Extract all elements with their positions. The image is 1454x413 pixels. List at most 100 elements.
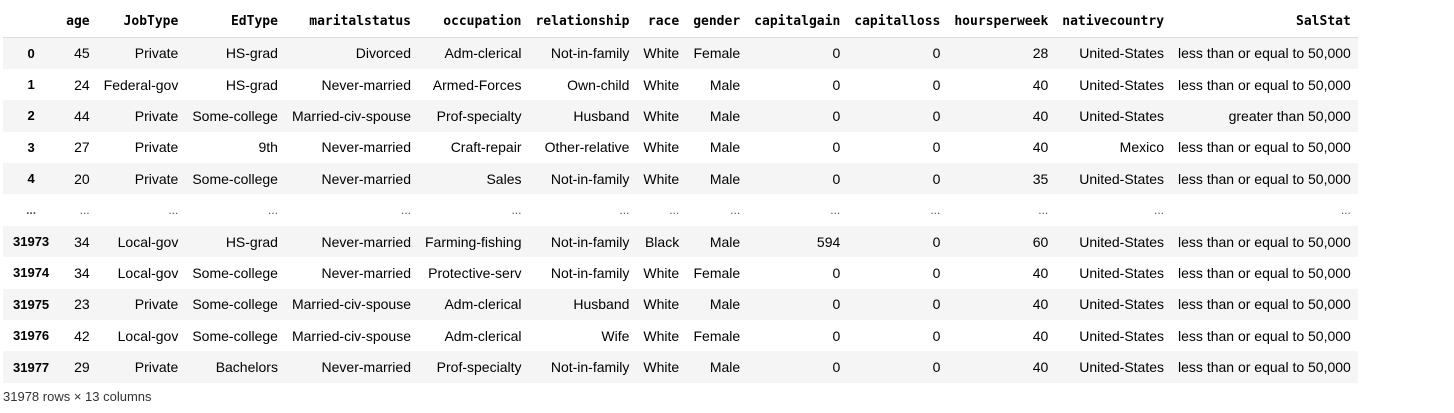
table-cell: Not-in-family (550, 233, 630, 250)
table-cell: United-States (1079, 296, 1165, 313)
table-cell: Sales (486, 170, 522, 187)
table-cell: White (643, 76, 680, 93)
index-header (3, 6, 60, 38)
table-row: 0 45 Private HS-grad Divorced Adm-clerical Not… (3, 37, 1358, 69)
table-cell: less than or equal to 50,000 (1178, 233, 1351, 250)
table-cell: White (643, 139, 680, 156)
table-cell: Some-college (192, 264, 278, 281)
table-row: 3 27 Private 9th Never-married Craft-repair Ot… (3, 131, 1358, 164)
table-cell: Some-college (192, 327, 278, 344)
column-header: gender (686, 6, 748, 38)
table-cell: Divorced (355, 45, 411, 62)
table-cell: 0 (832, 170, 841, 187)
table-cell: 44 (74, 107, 90, 124)
table-cell: Private (134, 359, 179, 376)
table-cell: 0 (932, 76, 941, 93)
table-cell: less than or equal to 50,000 (1178, 76, 1351, 93)
table-cell: United-States (1079, 107, 1165, 124)
table-cell: ... (400, 203, 411, 218)
table-cell: Male (709, 76, 741, 93)
table-cell: 0 (832, 45, 841, 62)
table-cell: Adm-clerical (444, 45, 522, 62)
table-cell: 0 (932, 107, 941, 124)
table-cell: 0 (932, 264, 941, 281)
table-cell: ... (830, 203, 841, 218)
table-cell: Federal-gov (103, 76, 179, 93)
table-cell: Female (693, 327, 741, 344)
table-cell: ... (619, 203, 630, 218)
table-cell: less than or equal to 50,000 (1178, 264, 1351, 281)
table-cell: Armed-Forces (432, 76, 522, 93)
table-header: age JobType EdType maritalstatus occupation r… (3, 6, 1358, 38)
table-row: 31976 42 Local-gov Some-college Married-civ-… (3, 320, 1358, 352)
table-cell: Other-relative (544, 139, 630, 156)
table-cell: 24 (74, 76, 90, 93)
dataframe-output: age JobType EdType maritalstatus occupation r… (3, 6, 1358, 404)
table-cell: 40 (1032, 139, 1049, 156)
table-cell: White (643, 327, 680, 344)
table-cell: United-States (1079, 327, 1165, 344)
table-cell: 40 (1032, 327, 1049, 344)
table-cell: Never-married (321, 233, 411, 250)
table-cell: ... (267, 203, 278, 218)
table-cell: 0 (832, 359, 841, 376)
table-cell: 0 (832, 139, 841, 156)
column-header: capitalloss (847, 6, 948, 38)
table-cell: Male (709, 296, 741, 313)
table-cell: ... (168, 203, 179, 218)
table-cell: Craft-repair (450, 139, 522, 156)
table-cell: 28 (1032, 45, 1049, 62)
table-row: 31974 34 Local-gov Some-college Never-marrie… (3, 257, 1358, 289)
table-cell: 0 (932, 296, 941, 313)
table-cell: Married-civ-spouse (291, 327, 411, 344)
row-index: 3 (27, 139, 35, 155)
table-cell: 60 (1032, 233, 1049, 250)
row-index: 31977 (13, 359, 50, 375)
column-header: occupation (418, 6, 529, 38)
table-cell: less than or equal to 50,000 (1178, 359, 1351, 376)
table-cell: 594 (816, 233, 841, 250)
table-cell: Male (709, 359, 741, 376)
table-cell: ... (669, 203, 680, 218)
table-cell: 0 (832, 76, 841, 93)
table-cell: less than or equal to 50,000 (1178, 45, 1351, 62)
table-cell: 0 (932, 139, 941, 156)
table-cell: Husband (573, 296, 630, 313)
table-cell: Private (134, 296, 179, 313)
table-cell: Male (709, 139, 741, 156)
row-index: 1 (27, 77, 35, 93)
table-cell: Never-married (321, 264, 411, 281)
table-cell: Not-in-family (550, 45, 630, 62)
table-cell: 40 (1032, 264, 1049, 281)
table-cell: 20 (74, 170, 90, 187)
table-cell: United-States (1079, 45, 1165, 62)
table-cell: White (643, 107, 680, 124)
table-cell: HS-grad (225, 76, 278, 93)
table-cell: Never-married (321, 359, 411, 376)
table-cell: less than or equal to 50,000 (1178, 139, 1351, 156)
table-row: 31975 23 Private Some-college Married-civ-sp… (3, 288, 1358, 321)
table-cell: 0 (832, 296, 841, 313)
table-cell: 0 (932, 327, 941, 344)
table-cell: Not-in-family (550, 170, 630, 187)
table-cell: ... (930, 203, 941, 218)
table-cell: Local-gov (117, 264, 179, 281)
table-cell: ... (1038, 203, 1049, 218)
table-cell: United-States (1079, 170, 1165, 187)
table-cell: Male (709, 233, 741, 250)
table-cell: United-States (1079, 76, 1165, 93)
table-cell: Private (134, 45, 179, 62)
table-cell: Farming-fishing (425, 233, 522, 250)
table-cell: 35 (1032, 170, 1049, 187)
table-cell: 0 (832, 327, 841, 344)
column-header: maritalstatus (284, 6, 418, 38)
row-index: 4 (27, 171, 35, 187)
table-row: 4 20 Private Some-college Never-married Sales… (3, 163, 1358, 195)
table-cell: 40 (1032, 107, 1049, 124)
table-cell: Private (134, 107, 179, 124)
header-row: age JobType EdType maritalstatus occupation r… (3, 6, 1358, 38)
table-cell: White (643, 45, 680, 62)
table-cell: 42 (74, 327, 90, 344)
table-cell: Local-gov (117, 233, 179, 250)
table-cell: greater than 50,000 (1228, 107, 1351, 124)
